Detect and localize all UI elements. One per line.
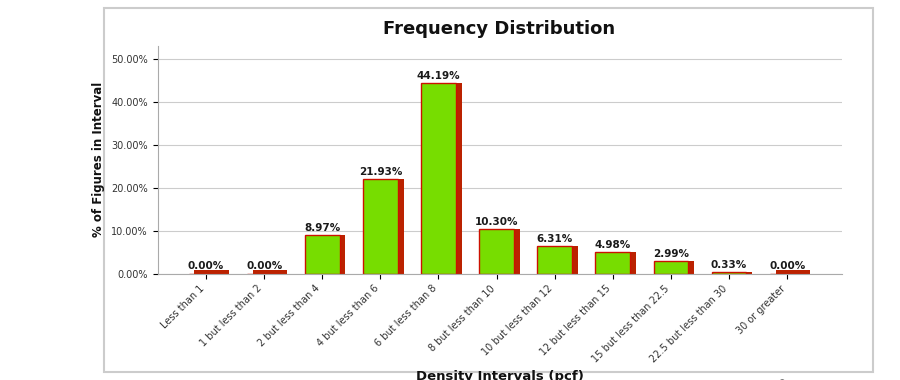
Text: 10.30%: 10.30% (475, 217, 518, 227)
Text: 2.99%: 2.99% (652, 249, 688, 258)
Bar (485, 229, 520, 274)
Bar (194, 270, 230, 274)
Bar (479, 229, 514, 274)
Text: 0.00%: 0.00% (769, 261, 806, 271)
Bar (427, 84, 462, 274)
Text: 44.19%: 44.19% (417, 71, 460, 81)
Y-axis label: % of Figures in Interval: % of Figures in Interval (93, 82, 105, 237)
Text: 8.97%: 8.97% (304, 223, 340, 233)
Text: 0.00%: 0.00% (188, 261, 224, 271)
X-axis label: Density Intervals (pcf): Density Intervals (pcf) (416, 370, 583, 380)
Bar (253, 270, 287, 274)
Bar (310, 235, 346, 274)
Text: 21.93%: 21.93% (359, 167, 402, 177)
Text: 6.31%: 6.31% (536, 234, 572, 244)
Bar (596, 252, 630, 274)
Text: © NMFTA: © NMFTA (776, 379, 842, 380)
Bar (653, 261, 688, 274)
Bar (543, 247, 578, 274)
Bar (369, 179, 403, 274)
Bar (717, 272, 752, 274)
Bar (305, 235, 339, 274)
Text: 0.00%: 0.00% (246, 261, 283, 271)
Bar (601, 252, 636, 274)
Bar (712, 272, 746, 274)
Bar (421, 84, 456, 274)
Bar (776, 270, 810, 274)
Bar (537, 247, 572, 274)
Bar (363, 179, 398, 274)
Text: 0.33%: 0.33% (711, 260, 747, 270)
Title: Frequency Distribution: Frequency Distribution (383, 21, 616, 38)
Text: 4.98%: 4.98% (595, 240, 631, 250)
Bar (660, 261, 694, 274)
